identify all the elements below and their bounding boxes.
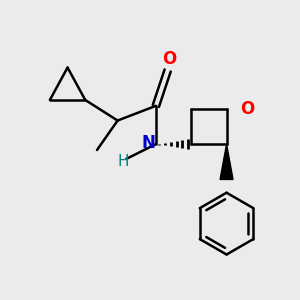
Text: N: N [142, 134, 155, 152]
Text: O: O [162, 50, 176, 68]
Polygon shape [220, 144, 233, 179]
Text: H: H [118, 154, 129, 169]
Text: O: O [240, 100, 254, 118]
